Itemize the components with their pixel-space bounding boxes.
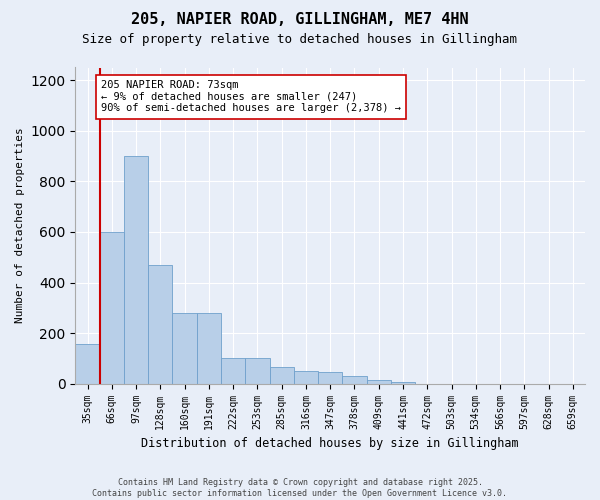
Bar [172,313,197,384]
Bar [294,371,318,384]
Bar [245,358,269,384]
X-axis label: Distribution of detached houses by size in Gillingham: Distribution of detached houses by size … [142,437,519,450]
Bar [343,376,367,384]
Bar [100,232,124,384]
Bar [367,380,391,384]
Bar [148,265,172,384]
Bar [269,368,294,384]
Bar [124,156,148,384]
Text: Contains HM Land Registry data © Crown copyright and database right 2025.
Contai: Contains HM Land Registry data © Crown c… [92,478,508,498]
Text: 205 NAPIER ROAD: 73sqm
← 9% of detached houses are smaller (247)
90% of semi-det: 205 NAPIER ROAD: 73sqm ← 9% of detached … [101,80,401,114]
Text: 205, NAPIER ROAD, GILLINGHAM, ME7 4HN: 205, NAPIER ROAD, GILLINGHAM, ME7 4HN [131,12,469,28]
Bar [197,313,221,384]
Text: Size of property relative to detached houses in Gillingham: Size of property relative to detached ho… [83,32,517,46]
Bar [391,382,415,384]
Bar [221,358,245,384]
Y-axis label: Number of detached properties: Number of detached properties [15,128,25,324]
Bar [318,372,343,384]
Bar [76,344,100,384]
